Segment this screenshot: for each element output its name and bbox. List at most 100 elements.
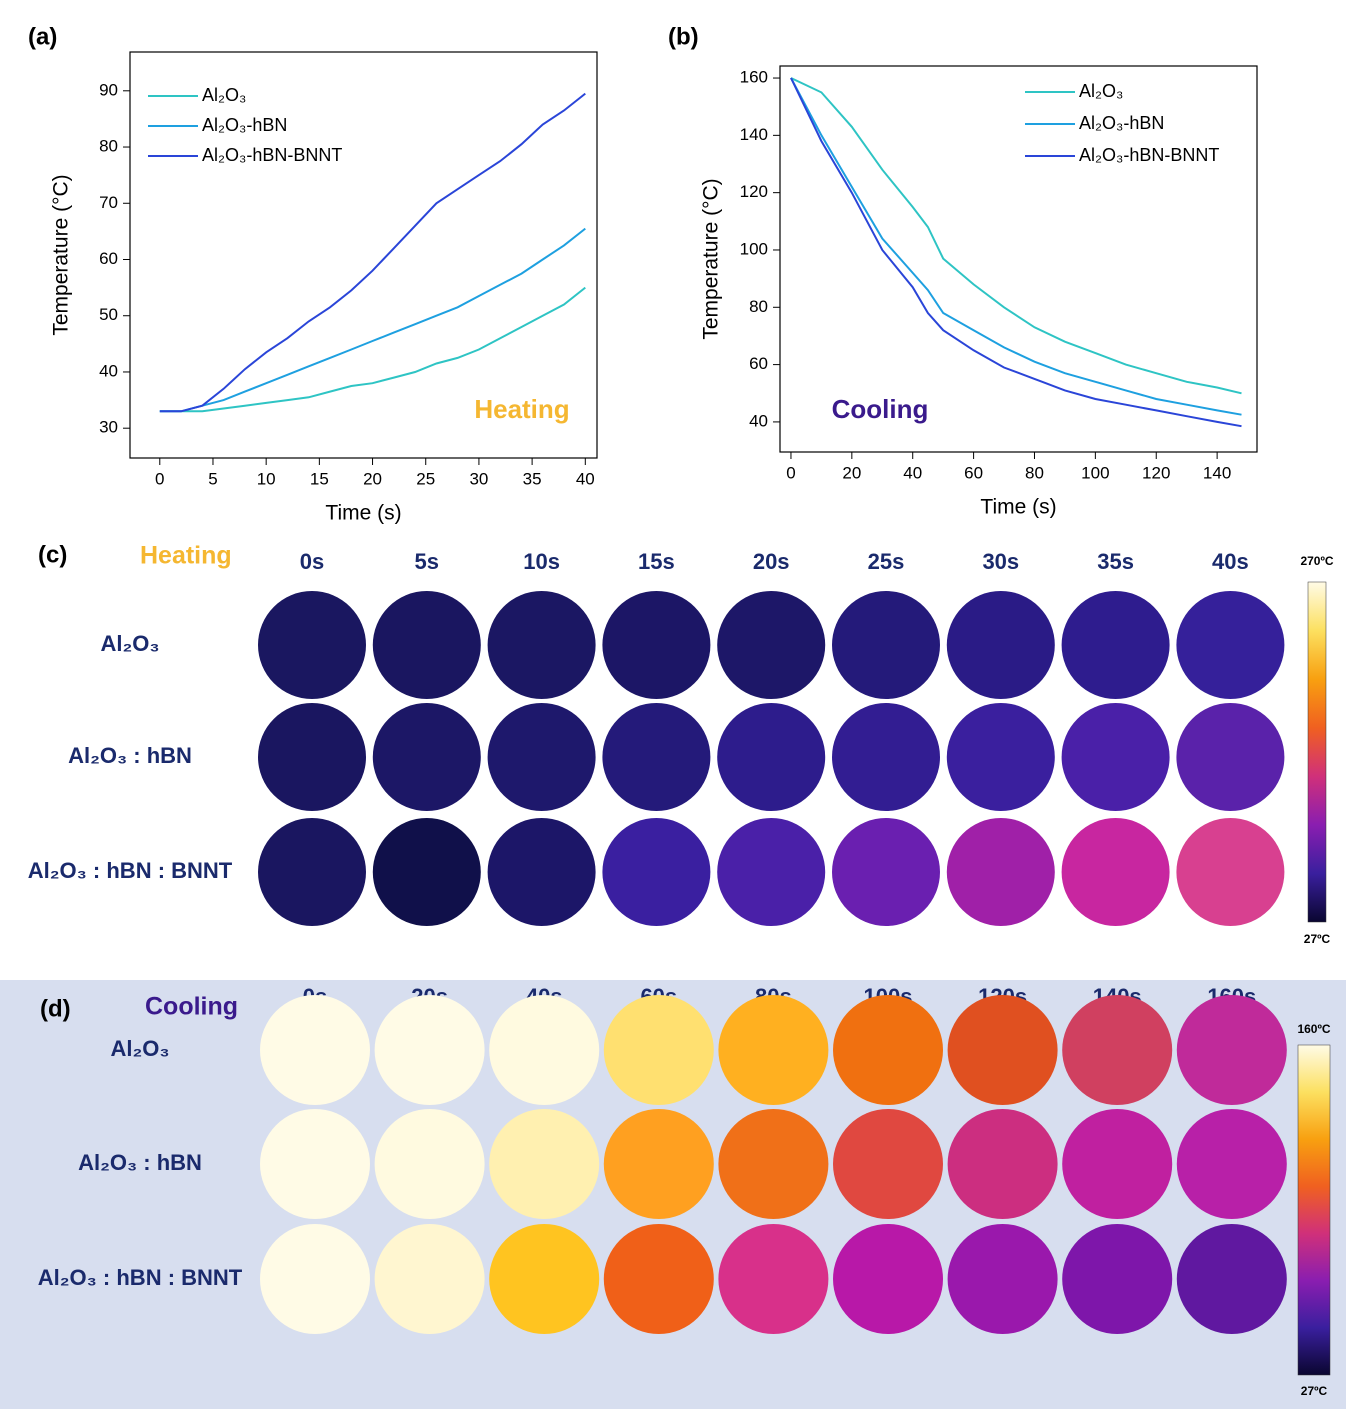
thermal-disk	[489, 1224, 599, 1334]
y-tick-label: 40	[749, 411, 768, 430]
y-tick-label: 100	[740, 239, 768, 258]
annotation: Cooling	[832, 394, 929, 424]
y-tick-label: 70	[99, 193, 118, 212]
legend-label: Al₂O₃-hBN-BNNT	[1079, 145, 1219, 165]
thermal-disk	[373, 818, 481, 926]
series-line	[791, 78, 1242, 426]
thermal-disk	[258, 818, 366, 926]
y-tick-label: 60	[99, 249, 118, 268]
thermal-disk	[832, 703, 940, 811]
thermal-disk	[488, 818, 596, 926]
time-label: 0s	[300, 549, 324, 574]
thermal-disk	[602, 818, 710, 926]
thermal-disk	[602, 591, 710, 699]
series-line	[791, 78, 1242, 415]
y-tick-label: 60	[749, 354, 768, 373]
thermal-disk	[1062, 703, 1170, 811]
y-tick-label: 140	[740, 125, 768, 144]
row-label: Al₂O₃ : hBN	[78, 1150, 202, 1175]
x-tick-label: 25	[416, 469, 435, 488]
thermal-disk	[1062, 1109, 1172, 1219]
thermal-disk	[373, 703, 481, 811]
thermal-disk	[832, 818, 940, 926]
thermal-disk	[260, 1224, 370, 1334]
thermal-disk	[488, 591, 596, 699]
x-tick-label: 40	[903, 463, 922, 482]
thermal-disk	[718, 1109, 828, 1219]
colorbar-max: 270ºC	[1300, 554, 1333, 568]
thermal-disk	[947, 818, 1055, 926]
thermal-disk	[833, 1224, 943, 1334]
thermal-disk	[375, 1109, 485, 1219]
panel-label: (c)	[38, 541, 67, 568]
thermal-disk	[604, 1109, 714, 1219]
row-label: Al₂O₃ : hBN	[68, 743, 192, 768]
thermal-disk	[1176, 818, 1284, 926]
x-axis-label: Time (s)	[980, 496, 1056, 519]
thermal-disk	[1062, 995, 1172, 1105]
x-tick-label: 5	[208, 469, 217, 488]
legend-label: Al₂O₃	[202, 85, 246, 105]
y-tick-label: 90	[99, 80, 118, 99]
thermal-disk	[375, 995, 485, 1105]
series-line	[160, 94, 586, 412]
thermal-disk	[948, 1224, 1058, 1334]
thermal-disk	[833, 995, 943, 1105]
y-axis-label: Temperature (°C)	[700, 178, 723, 339]
y-tick-label: 80	[99, 137, 118, 156]
thermal-disk	[1062, 818, 1170, 926]
time-label: 40s	[1212, 549, 1249, 574]
y-tick-label: 40	[99, 361, 118, 380]
thermal-disk	[1062, 591, 1170, 699]
thermal-disk	[375, 1224, 485, 1334]
y-tick-label: 120	[740, 182, 768, 201]
x-axis-label: Time (s)	[325, 502, 401, 525]
x-tick-label: 140	[1203, 463, 1231, 482]
x-tick-label: 15	[310, 469, 329, 488]
thermal-disk	[718, 995, 828, 1105]
x-tick-label: 20	[842, 463, 861, 482]
thermal-disk	[717, 818, 825, 926]
panel-mode: Heating	[140, 542, 232, 570]
annotation: Heating	[474, 394, 569, 424]
y-tick-label: 30	[99, 418, 118, 437]
series-line	[791, 78, 1242, 393]
colorbar	[1308, 582, 1326, 922]
thermal-disk	[604, 995, 714, 1105]
thermal-disk	[947, 703, 1055, 811]
thermal-disk	[947, 591, 1055, 699]
x-tick-label: 30	[469, 469, 488, 488]
time-label: 10s	[523, 549, 560, 574]
thermal-disk	[1176, 591, 1284, 699]
thermal-disk	[258, 591, 366, 699]
y-axis-label: Temperature (°C)	[50, 174, 73, 335]
legend-label: Al₂O₃	[1079, 81, 1123, 101]
y-tick-label: 50	[99, 305, 118, 324]
colorbar	[1298, 1045, 1330, 1375]
panel-label: (d)	[40, 995, 71, 1022]
row-label: Al₂O₃ : hBN : BNNT	[38, 1265, 243, 1290]
x-tick-label: 100	[1081, 463, 1109, 482]
thermal-disk	[833, 1109, 943, 1219]
thermal-disk	[832, 591, 940, 699]
thermal-disk	[260, 995, 370, 1105]
thermal-disk	[717, 703, 825, 811]
row-label: Al₂O₃	[100, 631, 159, 656]
panel-label: (b)	[668, 23, 699, 50]
thermal-disk	[718, 1224, 828, 1334]
thermal-disk	[1062, 1224, 1172, 1334]
row-label: Al₂O₃	[110, 1036, 169, 1061]
thermal-disk	[604, 1224, 714, 1334]
x-tick-label: 120	[1142, 463, 1170, 482]
colorbar-max: 160ºC	[1297, 1022, 1330, 1036]
x-tick-label: 80	[1025, 463, 1044, 482]
series-line	[160, 288, 586, 412]
legend-label: Al₂O₃-hBN-BNNT	[202, 145, 342, 165]
panel-mode: Cooling	[145, 993, 238, 1021]
time-label: 20s	[753, 549, 790, 574]
x-tick-label: 10	[257, 469, 276, 488]
y-tick-label: 80	[749, 297, 768, 316]
time-label: 15s	[638, 549, 675, 574]
thermal-disk	[602, 703, 710, 811]
thermal-disk	[260, 1109, 370, 1219]
